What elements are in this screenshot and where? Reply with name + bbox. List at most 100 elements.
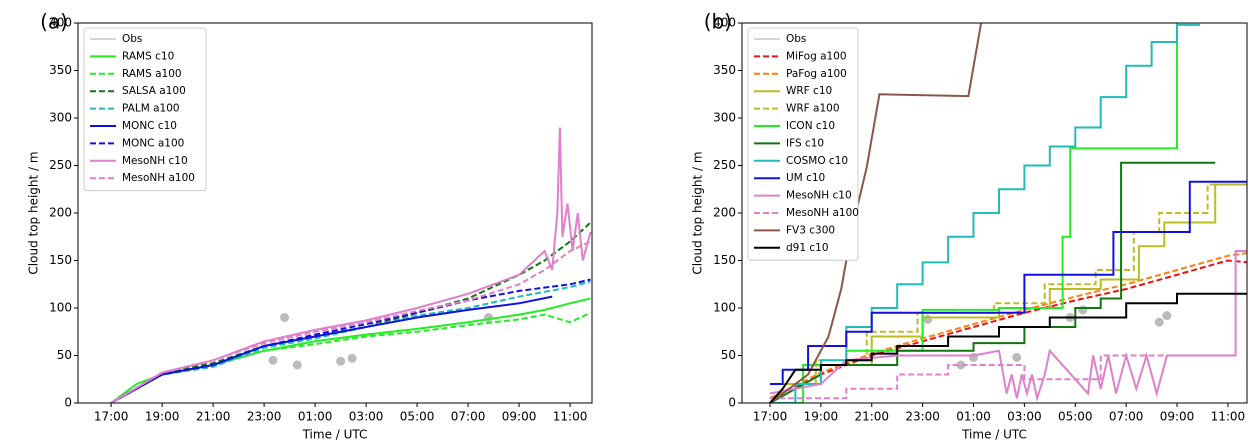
series-line — [110, 297, 591, 403]
obs-point — [336, 356, 346, 366]
panel-label: (b) — [704, 10, 732, 34]
obs-point — [292, 360, 302, 370]
legend-label: MesoNH a100 — [122, 172, 195, 184]
series-line — [769, 259, 1247, 400]
x-tick-label: 01:00 — [298, 410, 333, 424]
series-line — [769, 292, 1247, 403]
legend-label: MiFog a100 — [786, 50, 847, 62]
y-axis-label: Cloud top height / m — [691, 151, 705, 274]
series-line — [769, 161, 1216, 403]
axes-frame — [77, 22, 593, 404]
x-tick-label: 07:00 — [451, 410, 486, 424]
obs-point — [923, 314, 933, 324]
legend-label: MONC a100 — [122, 137, 184, 149]
x-tick-label: 23:00 — [247, 410, 282, 424]
legend-label: MesoNH c10 — [122, 155, 188, 167]
obs-point — [956, 360, 966, 370]
x-axis-label: Time / UTC — [961, 428, 1027, 442]
series-line — [770, 183, 1247, 385]
y-tick-label: 50 — [721, 348, 736, 362]
series-line — [770, 23, 1178, 403]
y-tick-label: 300 — [713, 111, 736, 125]
y-tick-label: 250 — [713, 158, 736, 172]
legend: Obs MiFog a100 PaFog a100 WRF c10 WRF a100 IC… — [747, 27, 859, 261]
legend-label: WRF a100 — [786, 103, 840, 115]
x-tick-label: 17:00 — [94, 410, 129, 424]
panel: (a) 0 50 100 150 200 250 300 350 400 17:00 19:00 21:… — [27, 10, 593, 442]
x-tick-label: 09:00 — [1160, 410, 1195, 424]
legend-label: RAMS a100 — [122, 68, 182, 80]
y-tick-label: 200 — [713, 206, 736, 220]
x-tick-label: 17:00 — [753, 410, 788, 424]
legend-label: IFS c10 — [786, 137, 824, 149]
series-line — [770, 354, 1185, 400]
x-tick-label: 03:00 — [349, 410, 384, 424]
legend-label: MONC c10 — [122, 120, 177, 132]
obs-point — [1162, 311, 1172, 321]
legend-label: WRF c10 — [786, 85, 832, 97]
legend-label: SALSA a100 — [122, 85, 186, 97]
x-tick-label: 19:00 — [804, 410, 839, 424]
y-tick-label: 200 — [49, 206, 72, 220]
legend: Obs RAMS c10 RAMS a100 SALSA a100 PALM a100 M… — [83, 27, 207, 192]
x-tick-label: 21:00 — [854, 410, 889, 424]
x-tick-label: 11:00 — [553, 410, 588, 424]
x-tick-label: 09:00 — [502, 410, 537, 424]
series-line — [769, 250, 1247, 403]
legend-label: FV3 c300 — [786, 224, 835, 236]
y-tick-label: 150 — [49, 253, 72, 267]
legend-label: MesoNH c10 — [786, 190, 852, 202]
y-axis-label: Cloud top height / m — [27, 151, 41, 274]
plot-area — [110, 127, 592, 403]
x-tick-label: 01:00 — [956, 410, 991, 424]
legend-label: Obs — [786, 33, 806, 45]
series-line — [110, 278, 591, 403]
panel: (b) 0 50 100 150 200 250 300 350 400 17:00 19:00 21:… — [691, 10, 1248, 442]
x-tick-label: 03:00 — [1007, 410, 1042, 424]
obs-point — [1012, 352, 1022, 362]
x-tick-label: 05:00 — [400, 410, 435, 424]
y-tick-label: 150 — [713, 253, 736, 267]
series-line — [110, 221, 592, 403]
y-tick-label: 400 — [713, 16, 736, 30]
legend-label: ICON c10 — [786, 120, 835, 132]
obs-point — [280, 313, 290, 322]
series-line — [110, 127, 592, 403]
legend-label: PALM a100 — [122, 103, 180, 115]
obs-point — [347, 353, 357, 363]
legend-label: d91 c10 — [786, 242, 829, 254]
x-tick-label: 23:00 — [905, 410, 940, 424]
y-tick-label: 300 — [49, 111, 72, 125]
x-tick-label: 11:00 — [1211, 410, 1246, 424]
obs-point — [1154, 317, 1164, 327]
y-tick-label: 400 — [49, 16, 72, 30]
y-tick-label: 350 — [713, 63, 736, 77]
x-tick-label: 19:00 — [145, 410, 180, 424]
obs-point — [268, 355, 278, 365]
legend-label: UM c10 — [786, 172, 825, 184]
legend-box — [83, 27, 207, 192]
x-tick-label: 05:00 — [1058, 410, 1093, 424]
y-tick-label: 250 — [49, 158, 72, 172]
legend-box — [747, 27, 859, 261]
legend-label: Obs — [122, 33, 142, 45]
panel-label: (a) — [40, 10, 68, 34]
series-line — [110, 240, 591, 403]
x-tick-label: 21:00 — [196, 410, 231, 424]
y-tick-label: 0 — [64, 396, 72, 410]
y-tick-label: 350 — [49, 63, 72, 77]
legend-label: MesoNH a100 — [786, 207, 859, 219]
legend-label: PaFog a100 — [786, 68, 847, 80]
x-tick-label: 07:00 — [1109, 410, 1144, 424]
obs-point — [1078, 305, 1088, 315]
y-tick-label: 0 — [728, 396, 736, 410]
plot-area — [769, 23, 1247, 403]
y-tick-label: 100 — [49, 301, 72, 315]
y-tick-label: 100 — [713, 301, 736, 315]
series-line — [110, 295, 553, 403]
legend-label: RAMS c10 — [122, 50, 174, 62]
legend-label: COSMO c10 — [786, 155, 848, 167]
x-axis-label: Time / UTC — [302, 428, 368, 442]
series-line — [110, 280, 591, 403]
